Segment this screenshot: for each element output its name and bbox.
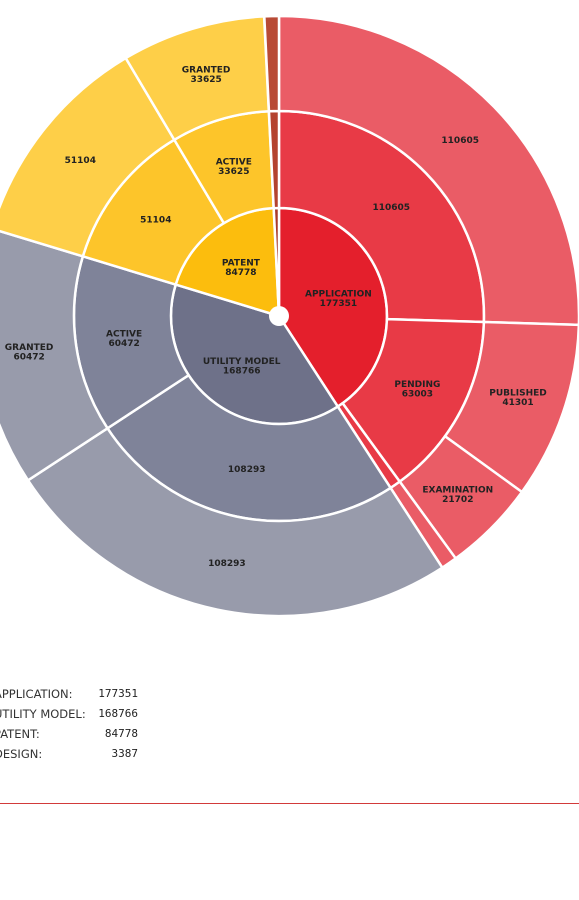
application-outer-label-1-1: 110605 — [441, 136, 479, 146]
utility-model-outer-label-1-1: 108293 — [208, 559, 246, 569]
center-hole — [269, 306, 289, 326]
utility-model-mid-label-2: ACTIVE 60472 — [106, 329, 142, 349]
utility-model-mid-label-1: 108293 — [228, 465, 266, 475]
summary-row-patent: PATENT: 84778 — [0, 724, 144, 744]
summary-value: 84778 — [104, 727, 138, 740]
application-outer-label-2-2: EXAMINATION 21702 — [422, 486, 493, 506]
divider-line — [0, 803, 579, 804]
summary-row-design: DESIGN: 3387 — [0, 744, 144, 764]
summary-value: 3387 — [111, 747, 139, 760]
summary-row-utility-model: UTILITY MODEL: 168766 — [0, 704, 144, 724]
sunburst-labels: APPLICATION 177351 110605 110605 PENDING 6300… — [5, 66, 547, 570]
utility-model-outer-segment-1-1 — [26, 427, 444, 618]
summary-value: 177351 — [98, 687, 138, 700]
utility-model-inner-label: UTILITY MODEL 168766 — [203, 357, 281, 377]
patent-outer-label-2-1: GRANTED 33625 — [182, 66, 231, 86]
patent-outer-label-1-1: 51104 — [65, 156, 96, 166]
utility-model-outer-segment-2-1 — [0, 229, 109, 482]
summary-label: PATENT: — [0, 727, 40, 741]
patent-mid-label-1: 51104 — [140, 215, 171, 225]
summary-row-application: APPLICATION: 177351 — [0, 684, 144, 704]
patent-inner-label: PATENT 84778 — [222, 258, 261, 278]
utility-model-outer-label-2-1: GRANTED 60472 — [5, 343, 54, 363]
summary-table: APPLICATION: 177351 UTILITY MODEL: 16876… — [0, 684, 144, 764]
application-mid-label-2: PENDING 63003 — [394, 380, 440, 400]
application-outer-label-2-1: PUBLISHED 41301 — [489, 389, 546, 409]
sunburst-segments — [0, 14, 579, 618]
summary-value: 168766 — [98, 707, 138, 720]
application-mid-label-1: 110605 — [373, 203, 411, 213]
sunburst-chart: APPLICATION 177351 110605 110605 PENDING 6300… — [0, 14, 579, 618]
summary-label: UTILITY MODEL: — [0, 707, 86, 721]
design-outer-segment-1-1 — [263, 14, 281, 113]
summary-label: DESIGN: — [0, 747, 43, 761]
summary-label: APPLICATION: — [0, 687, 73, 701]
patent-mid-label-2: ACTIVE 33625 — [216, 157, 252, 177]
application-inner-label: APPLICATION 177351 — [305, 290, 372, 310]
